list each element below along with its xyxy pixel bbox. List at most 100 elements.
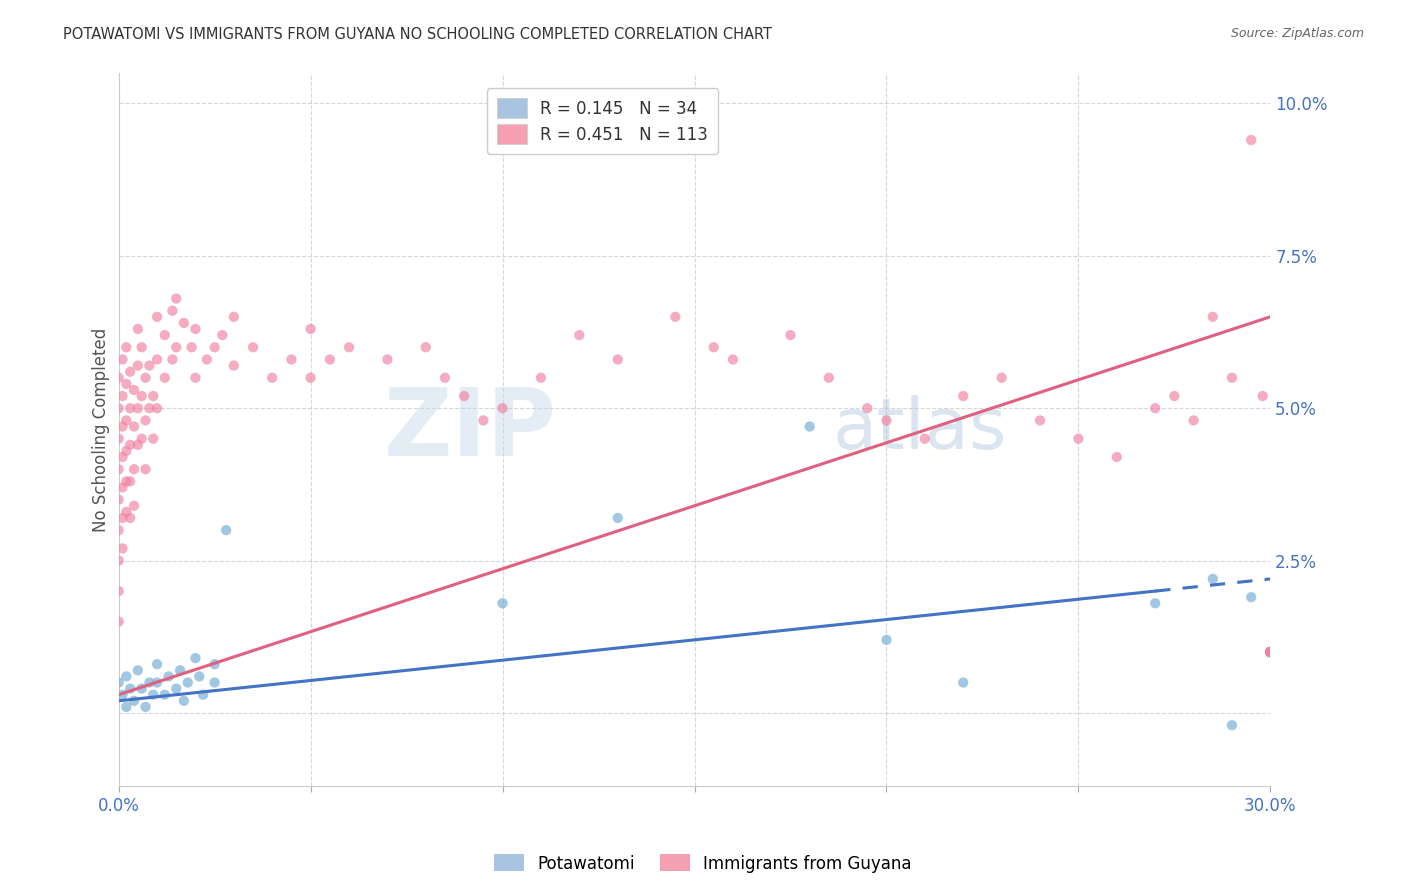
Point (107, 432, 129, 446)
Point (222, 310, 245, 324)
Point (107, 492, 129, 507)
Point (530, 370, 553, 384)
Legend: Potawatomi, Immigrants from Guyana: Potawatomi, Immigrants from Guyana (488, 847, 918, 880)
Y-axis label: No Schooling Completed: No Schooling Completed (93, 327, 110, 532)
Point (142, 688, 165, 702)
Point (122, 499, 145, 513)
Point (664, 310, 686, 324)
Point (211, 328, 233, 343)
Point (111, 688, 134, 702)
Point (1029, 413, 1052, 427)
Text: Source: ZipAtlas.com: Source: ZipAtlas.com (1230, 27, 1364, 40)
Point (703, 340, 725, 354)
Point (146, 675, 169, 690)
Point (1260, 645, 1282, 659)
Point (111, 352, 134, 367)
Point (138, 675, 160, 690)
Point (131, 681, 153, 696)
Point (120, 401, 142, 416)
Point (1220, 370, 1243, 384)
Point (111, 450, 134, 464)
Point (914, 432, 936, 446)
Point (1240, 590, 1263, 604)
Point (491, 401, 513, 416)
Text: atlas: atlas (832, 395, 1007, 464)
Point (157, 669, 180, 683)
Point (1251, 389, 1274, 403)
Point (146, 352, 169, 367)
Point (177, 675, 200, 690)
Point (1182, 413, 1205, 427)
Point (142, 432, 165, 446)
Point (111, 419, 134, 434)
Point (107, 615, 129, 629)
Point (173, 316, 195, 330)
Point (184, 651, 207, 665)
Point (115, 699, 138, 714)
Point (122, 694, 145, 708)
Text: ZIP: ZIP (384, 384, 557, 475)
Point (299, 322, 322, 336)
Point (115, 340, 138, 354)
Point (131, 340, 153, 354)
Point (135, 370, 157, 384)
Point (1260, 645, 1282, 659)
Point (818, 370, 841, 384)
Point (165, 681, 187, 696)
Point (165, 340, 187, 354)
Point (107, 584, 129, 599)
Point (1260, 645, 1282, 659)
Point (122, 462, 145, 476)
Point (606, 352, 628, 367)
Point (299, 370, 322, 384)
Point (115, 376, 138, 391)
Point (952, 389, 974, 403)
Point (204, 657, 226, 672)
Point (107, 675, 129, 690)
Point (111, 480, 134, 494)
Point (188, 669, 211, 683)
Legend: R = 0.145   N = 34, R = 0.451   N = 113: R = 0.145 N = 34, R = 0.451 N = 113 (486, 88, 718, 153)
Point (162, 303, 184, 318)
Point (115, 669, 138, 683)
Point (191, 688, 214, 702)
Point (319, 352, 342, 367)
Point (131, 432, 153, 446)
Point (107, 370, 129, 384)
Point (127, 322, 149, 336)
Point (115, 443, 138, 458)
Point (1163, 389, 1185, 403)
Point (122, 383, 145, 397)
Point (1202, 310, 1225, 324)
Point (120, 681, 142, 696)
Point (222, 359, 245, 373)
Point (195, 352, 218, 367)
Point (153, 688, 176, 702)
Point (135, 699, 157, 714)
Point (242, 340, 264, 354)
Point (107, 553, 129, 567)
Point (1260, 645, 1282, 659)
Point (111, 389, 134, 403)
Point (337, 340, 360, 354)
Point (1260, 645, 1282, 659)
Point (1260, 645, 1282, 659)
Point (1260, 645, 1282, 659)
Point (146, 310, 169, 324)
Point (472, 413, 495, 427)
Point (115, 505, 138, 519)
Point (1260, 645, 1282, 659)
Point (875, 632, 897, 647)
Point (111, 541, 134, 556)
Point (107, 462, 129, 476)
Point (204, 340, 226, 354)
Point (184, 370, 207, 384)
Point (1144, 401, 1167, 416)
Point (180, 340, 202, 354)
Point (990, 370, 1012, 384)
Point (153, 370, 176, 384)
Point (127, 438, 149, 452)
Point (146, 401, 169, 416)
Point (165, 292, 187, 306)
Point (135, 462, 157, 476)
